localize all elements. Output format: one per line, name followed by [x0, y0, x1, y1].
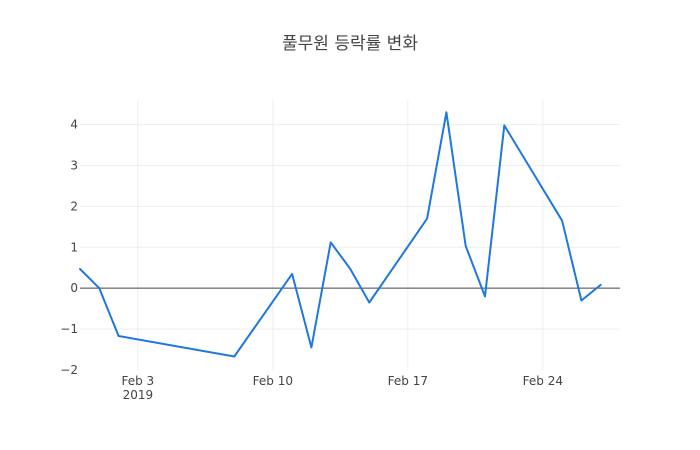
x-tick-label: Feb 24	[523, 374, 563, 388]
y-tick-label: −1	[60, 322, 78, 336]
y-tick-label: 0	[70, 281, 78, 295]
x-tick-label: Feb 17	[388, 374, 428, 388]
chart-title: 풀무원 등락률 변화	[282, 34, 418, 54]
y-tick-label: 1	[70, 240, 78, 254]
grid	[80, 100, 620, 370]
y-tick-label: 3	[70, 158, 78, 172]
x-tick-sublabel: 2019	[123, 388, 154, 402]
plot-area	[79, 111, 602, 358]
series-line	[79, 111, 602, 358]
y-tick-label: −2	[60, 363, 78, 377]
y-tick-label: 2	[70, 199, 78, 213]
y-tick-label: 4	[70, 118, 78, 132]
x-tick-label: Feb 10	[253, 374, 293, 388]
x-tick-label: Feb 3	[122, 374, 155, 388]
